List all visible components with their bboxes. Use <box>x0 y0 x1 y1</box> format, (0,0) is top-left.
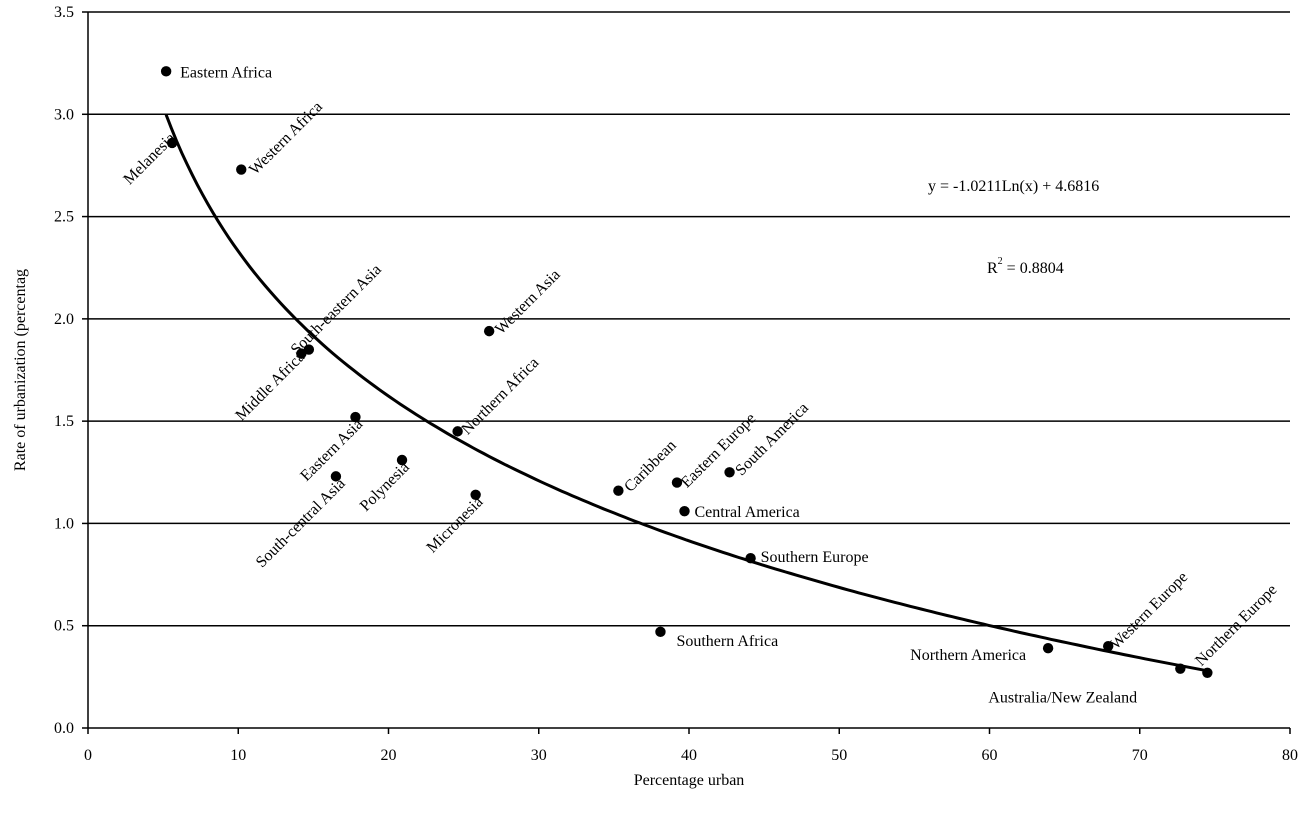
point-label: Australia/New Zealand <box>988 690 1137 707</box>
point-label: Caribbean <box>621 437 680 496</box>
y-tick-label: 1.5 <box>54 413 74 430</box>
y-tick-label: 3.5 <box>54 4 74 21</box>
y-tick-label: 0.0 <box>54 720 74 737</box>
point-label: Southern Europe <box>761 549 869 566</box>
data-point <box>655 626 666 638</box>
point-label: Polynesia <box>357 459 413 515</box>
r-squared-label: R2 = 0.8804 <box>987 256 1064 277</box>
y-tick-label: 1.0 <box>54 515 74 532</box>
x-tick-label: 40 <box>681 747 697 764</box>
r-squared-sup: 2 <box>998 256 1003 267</box>
data-point <box>1042 643 1054 654</box>
x-tick-label: 0 <box>84 747 92 764</box>
data-point <box>724 467 735 478</box>
data-point <box>166 137 178 149</box>
data-point <box>483 325 495 337</box>
trendline <box>164 114 1208 673</box>
data-point <box>1175 663 1186 674</box>
data-point <box>613 485 624 496</box>
y-tick-label: 3.0 <box>54 106 74 123</box>
x-axis-title: Percentage urban <box>634 772 745 789</box>
x-tick-label: 80 <box>1282 747 1298 764</box>
point-label: Northern America <box>910 647 1026 664</box>
y-tick-label: 2.0 <box>54 311 74 328</box>
point-label: Western Europe <box>1107 569 1191 653</box>
data-point <box>1102 640 1114 652</box>
point-label: Middle Africa <box>232 348 308 424</box>
point-label: Central America <box>694 504 799 521</box>
y-tick-label: 2.5 <box>54 209 74 226</box>
x-tick-label: 20 <box>381 747 397 764</box>
data-point <box>671 477 683 488</box>
y-tick-label: 0.5 <box>54 618 74 635</box>
x-ticks: 0 10 20 30 40 50 60 70 80 <box>84 728 1298 764</box>
trendline-equation: y = -1.0211Ln(x) + 4.6816 <box>928 178 1099 195</box>
data-point <box>160 66 172 77</box>
point-label: Melanesia <box>120 130 179 189</box>
x-tick-label: 30 <box>531 747 547 764</box>
data-point <box>470 489 481 500</box>
point-label: Western Africa <box>246 98 326 178</box>
data-point <box>350 411 361 423</box>
point-label: Micronesia <box>424 494 487 557</box>
data-point <box>452 426 463 437</box>
data-point <box>1202 667 1213 678</box>
point-label: Southern Africa <box>676 633 778 650</box>
x-tick-label: 10 <box>230 747 246 764</box>
data-point <box>679 505 690 517</box>
x-tick-label: 50 <box>831 747 847 764</box>
axes <box>87 12 1290 729</box>
point-labels: Eastern Africa Melanesia Western Africa Mid… <box>120 64 1280 706</box>
point-label: Eastern Europe <box>678 410 759 491</box>
data-point <box>236 164 247 175</box>
data-point <box>745 553 756 564</box>
y-axis-title: Rate of urbanization (percentag <box>12 269 29 471</box>
r-squared-value: = 0.8804 <box>1003 260 1064 277</box>
x-tick-label: 70 <box>1132 747 1148 764</box>
y-ticks: 0.0 0.5 1.0 1.5 2.0 2.5 3.0 3.5 <box>54 4 88 737</box>
point-label: Eastern Africa <box>180 64 272 81</box>
data-point <box>330 471 342 482</box>
point-label: South-eastern Asia <box>288 261 385 358</box>
data-point <box>396 454 408 466</box>
data-point <box>303 344 315 355</box>
data-points <box>160 66 1213 678</box>
point-label: Western Asia <box>492 266 564 338</box>
point-label: Northern Africa <box>458 354 542 438</box>
r-squared-r: R <box>987 260 998 277</box>
x-tick-label: 60 <box>982 747 998 764</box>
gridlines <box>88 11 1290 627</box>
